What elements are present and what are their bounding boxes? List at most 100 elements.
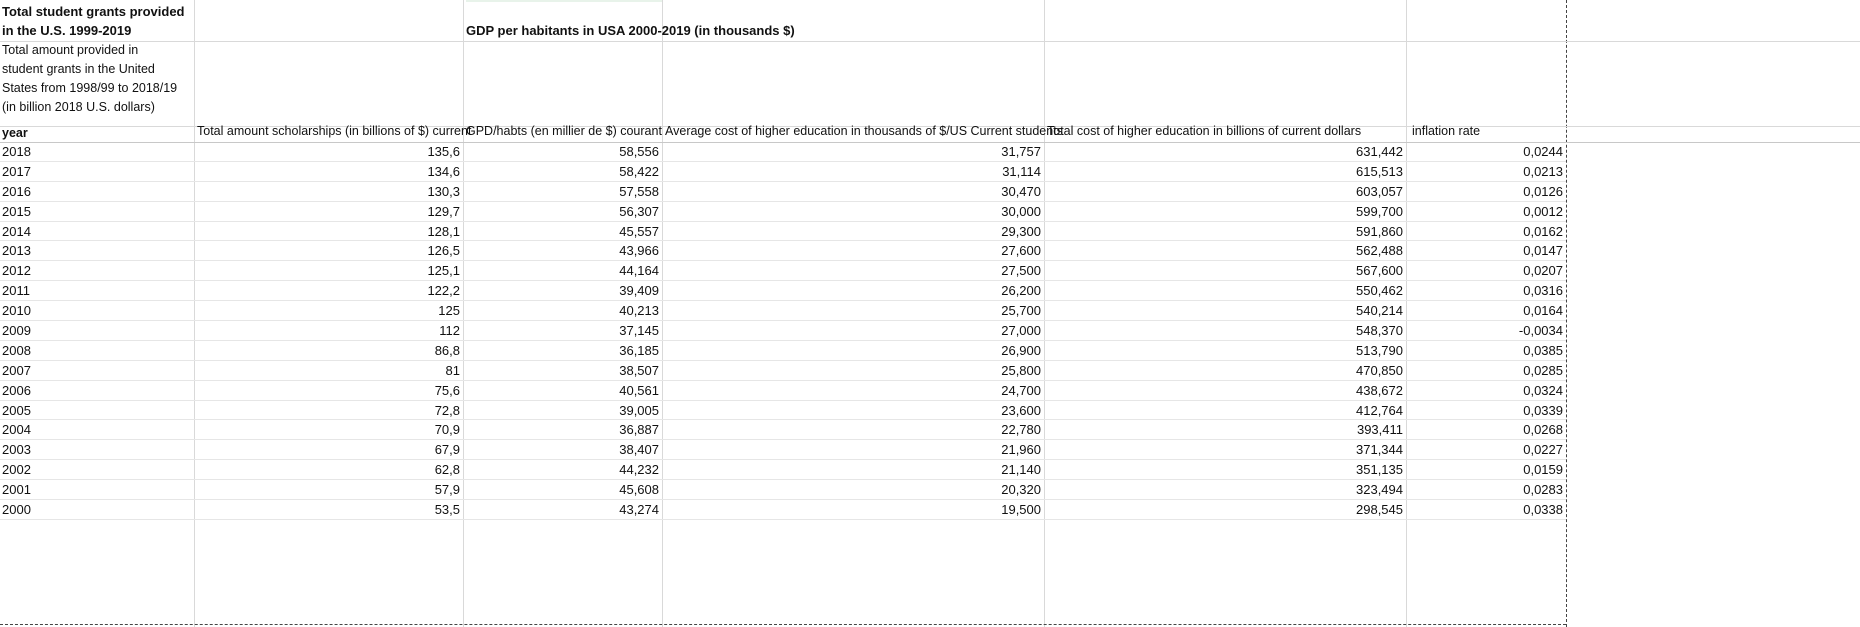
cell-average-cost[interactable]: 29,300: [1001, 223, 1041, 239]
cell-average-cost[interactable]: 19,500: [1001, 502, 1041, 518]
cell-total-cost[interactable]: 603,057: [1356, 183, 1403, 199]
cell-scholarships[interactable]: 122,2: [427, 283, 460, 299]
cell-inflation[interactable]: 0,0126: [1523, 183, 1563, 199]
cell-inflation[interactable]: 0,0207: [1523, 263, 1563, 279]
cell-average-cost[interactable]: 21,960: [1001, 442, 1041, 458]
cell-total-cost[interactable]: 371,344: [1356, 442, 1403, 458]
cell-gdp[interactable]: 44,232: [619, 462, 659, 478]
cell-average-cost[interactable]: 24,700: [1001, 382, 1041, 398]
cell-average-cost[interactable]: 25,700: [1001, 303, 1041, 319]
cell-year[interactable]: 2014: [2, 223, 31, 239]
cell-total-cost[interactable]: 438,672: [1356, 382, 1403, 398]
cell-inflation[interactable]: 0,0159: [1523, 462, 1563, 478]
cell-gdp[interactable]: 39,005: [619, 402, 659, 418]
cell-gdp[interactable]: 45,608: [619, 482, 659, 498]
column-header-average-cost[interactable]: Average cost of higher education in thou…: [665, 124, 1063, 138]
cell-average-cost[interactable]: 30,470: [1001, 183, 1041, 199]
cell-inflation[interactable]: 0,0385: [1523, 342, 1563, 358]
cell-scholarships[interactable]: 134,6: [427, 163, 460, 179]
cell-inflation[interactable]: -0,0034: [1518, 323, 1563, 339]
column-header-year[interactable]: year: [2, 126, 28, 140]
cell-year[interactable]: 2015: [2, 203, 31, 219]
cell-scholarships[interactable]: 67,9: [434, 442, 460, 458]
cell-average-cost[interactable]: 20,320: [1001, 482, 1041, 498]
cell-average-cost[interactable]: 31,114: [1002, 163, 1041, 179]
cell-gdp[interactable]: 36,887: [619, 422, 659, 438]
cell-total-cost[interactable]: 470,850: [1356, 362, 1403, 378]
cell-gdp[interactable]: 38,407: [619, 442, 659, 458]
cell-year[interactable]: 2004: [2, 422, 31, 438]
column-header-total-cost[interactable]: Total cost of higher education in billio…: [1047, 124, 1362, 138]
cell-inflation[interactable]: 0,0227: [1523, 442, 1563, 458]
cell-average-cost[interactable]: 30,000: [1001, 203, 1041, 219]
cell-year[interactable]: 2008: [2, 342, 31, 358]
grants-subtitle-cell[interactable]: Total amount provided in student grants …: [2, 43, 178, 114]
cell-year[interactable]: 2010: [2, 303, 31, 319]
cell-total-cost[interactable]: 550,462: [1356, 283, 1403, 299]
cell-total-cost[interactable]: 631,442: [1356, 144, 1403, 159]
cell-year[interactable]: 2005: [2, 402, 31, 418]
cell-inflation[interactable]: 0,0244: [1523, 144, 1563, 159]
cell-inflation[interactable]: 0,0164: [1523, 303, 1563, 319]
cell-year[interactable]: 2016: [2, 183, 31, 199]
cell-average-cost[interactable]: 27,500: [1001, 263, 1041, 279]
cell-inflation[interactable]: 0,0147: [1523, 243, 1563, 259]
cell-inflation[interactable]: 0,0012: [1523, 203, 1563, 219]
cell-total-cost[interactable]: 567,600: [1356, 263, 1403, 279]
cell-gdp[interactable]: 43,966: [619, 243, 659, 259]
cell-gdp[interactable]: 56,307: [619, 203, 659, 219]
cell-year[interactable]: 2013: [2, 243, 31, 259]
cell-inflation[interactable]: 0,0338: [1523, 502, 1563, 518]
cell-total-cost[interactable]: 548,370: [1356, 323, 1403, 339]
cell-year[interactable]: 2001: [2, 482, 31, 498]
cell-year[interactable]: 2003: [2, 442, 31, 458]
cell-average-cost[interactable]: 27,600: [1001, 243, 1041, 259]
cell-average-cost[interactable]: 22,780: [1001, 422, 1041, 438]
cell-total-cost[interactable]: 323,494: [1356, 482, 1403, 498]
cell-scholarships[interactable]: 130,3: [427, 183, 460, 199]
cell-gdp[interactable]: 58,422: [619, 163, 659, 179]
cell-total-cost[interactable]: 599,700: [1356, 203, 1403, 219]
cell-gdp[interactable]: 36,185: [619, 342, 659, 358]
cell-year[interactable]: 2012: [2, 263, 31, 279]
cell-year[interactable]: 2009: [2, 323, 31, 339]
cell-total-cost[interactable]: 298,545: [1356, 502, 1403, 518]
cell-inflation[interactable]: 0,0324: [1523, 382, 1563, 398]
cell-scholarships[interactable]: 70,9: [434, 422, 460, 438]
cell-inflation[interactable]: 0,0339: [1523, 402, 1563, 418]
cell-average-cost[interactable]: 26,200: [1001, 283, 1041, 299]
cell-year[interactable]: 2017: [2, 163, 31, 179]
cell-gdp[interactable]: 44,164: [619, 263, 659, 279]
cell-gdp[interactable]: 40,213: [619, 303, 659, 319]
cell-scholarships[interactable]: 129,7: [427, 203, 460, 219]
cell-inflation[interactable]: 0,0316: [1523, 283, 1563, 299]
column-header-scholarships[interactable]: Total amount scholarships (in billions o…: [197, 124, 472, 138]
cell-average-cost[interactable]: 25,800: [1001, 362, 1041, 378]
cell-scholarships[interactable]: 53,5: [434, 502, 460, 518]
cell-average-cost[interactable]: 31,757: [1001, 144, 1041, 159]
cell-year[interactable]: 2018: [2, 144, 31, 159]
cell-scholarships[interactable]: 86,8: [434, 342, 460, 358]
cell-year[interactable]: 2011: [2, 283, 30, 299]
cell-scholarships[interactable]: 125: [438, 303, 460, 319]
cell-total-cost[interactable]: 591,860: [1356, 223, 1403, 239]
cell-total-cost[interactable]: 393,411: [1356, 422, 1403, 438]
column-header-gdp[interactable]: GPD/habts (en millier de $) courant: [466, 124, 662, 138]
cell-inflation[interactable]: 0,0162: [1523, 223, 1563, 239]
cell-year[interactable]: 2006: [2, 382, 31, 398]
cell-total-cost[interactable]: 540,214: [1356, 303, 1403, 319]
column-header-inflation[interactable]: inflation rate: [1412, 124, 1481, 138]
cell-total-cost[interactable]: 513,790: [1356, 342, 1403, 358]
cell-gdp[interactable]: 38,507: [619, 362, 659, 378]
cell-year[interactable]: 2000: [2, 502, 31, 518]
cell-total-cost[interactable]: 615,513: [1356, 163, 1403, 179]
cell-scholarships[interactable]: 128,1: [427, 223, 460, 239]
cell-year[interactable]: 2002: [2, 462, 31, 478]
cell-inflation[interactable]: 0,0268: [1523, 422, 1563, 438]
cell-inflation[interactable]: 0,0283: [1523, 482, 1563, 498]
cell-gdp[interactable]: 58,556: [619, 144, 659, 159]
cell-scholarships[interactable]: 75,6: [434, 382, 460, 398]
cell-scholarships[interactable]: 125,1: [427, 263, 460, 279]
cell-gdp[interactable]: 40,561: [619, 382, 659, 398]
cell-total-cost[interactable]: 562,488: [1356, 243, 1403, 259]
